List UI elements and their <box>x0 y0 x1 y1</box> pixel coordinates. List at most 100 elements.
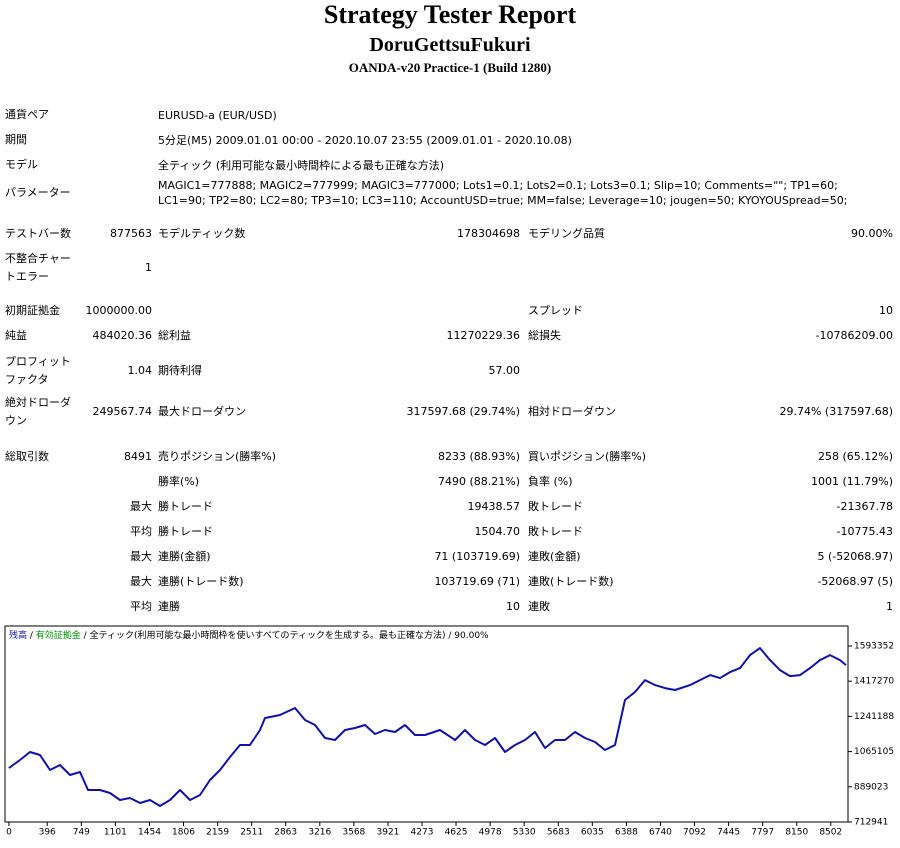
x-tick-label: 6740 <box>649 828 672 838</box>
setting-value: 全ティック (利用可能な最小時間枠による最も正確な方法) <box>158 158 445 172</box>
stat-value: 1504.70 <box>474 525 521 538</box>
x-tick-label: 6035 <box>581 828 604 838</box>
stat-value: 249567.74 <box>92 405 153 418</box>
stat-value: 90.00% <box>851 227 893 240</box>
balance-chart: 残高 / 有効証拠金 / 全ティック(利用可能な最小時間枠を使いすべてのティック… <box>4 625 894 838</box>
balance-line <box>8 647 847 807</box>
y-tick-label: 889023 <box>854 782 888 792</box>
stat-label: 最大ドローダウン <box>158 405 246 418</box>
stats-row: テストバー数 877563 モデルティック数 178304698 モデリング品質 90.0… <box>0 225 900 243</box>
stat-value: -52068.97 (5) <box>817 575 893 588</box>
stat-label: 勝トレード <box>158 525 213 538</box>
stat-label: 総利益 <box>158 329 191 342</box>
stats-row: 平均 勝トレード 1504.70 敗トレード -10775.43 <box>0 523 900 541</box>
stats-row: 純益 484020.36 総利益 11270229.36 総損失 -10786209.00 <box>0 327 900 345</box>
x-tick-label: 3216 <box>308 828 331 838</box>
stat-value: -21367.78 <box>836 500 893 513</box>
stat-value: -10775.43 <box>836 525 893 538</box>
stat-value: 7490 (88.21%) <box>437 475 520 488</box>
stat-value: 8491 <box>124 450 152 463</box>
stat-value: 平均 <box>130 600 152 613</box>
stats-row: 平均 連勝 10 連敗 1 <box>0 598 900 616</box>
x-tick-label: 5330 <box>513 828 536 838</box>
stat-label: 期待利得 <box>158 364 202 377</box>
stat-label: スプレッド <box>528 304 583 317</box>
stat-label: 不整合チャートエラー <box>5 252 71 283</box>
stats-row: 勝率(%) 7490 (88.21%) 負率 (%) 1001 (11.79%) <box>0 473 900 491</box>
legend-model: 全ティック(利用可能な最小時間枠を使いすべてのティックを生成する。最も正確な方法… <box>90 629 446 641</box>
x-tick-label: 7797 <box>751 828 774 838</box>
legend-balance: 残高 <box>9 629 27 641</box>
stat-label: 敗トレード <box>528 525 583 538</box>
settings-row: 期間 5分足(M5) 2009.01.01 00:00 - 2020.10.07 … <box>0 131 900 149</box>
stats-row: 最大 勝トレード 19438.57 敗トレード -21367.78 <box>0 498 900 516</box>
stats-row: 不整合チャートエラー 1 <box>0 249 900 287</box>
x-tick-label: 7445 <box>717 828 740 838</box>
stat-label: 連勝(金額) <box>158 550 211 563</box>
stat-value: 1.04 <box>127 364 153 377</box>
x-tick-label: 6388 <box>615 828 638 838</box>
stat-value: 10 <box>506 600 520 613</box>
stat-label: 売りポジション(勝率%) <box>158 450 277 463</box>
setting-label: 通貨ペア <box>5 108 49 121</box>
stat-value: 71 (103719.69) <box>434 550 520 563</box>
report-subtitle: DoruGettsuFukuri <box>369 34 531 56</box>
stat-label: 総取引数 <box>5 450 49 463</box>
stat-label: 純益 <box>5 329 27 342</box>
stat-value: 8233 (88.93%) <box>437 450 520 463</box>
x-tick-label: 1101 <box>104 828 127 838</box>
x-tick-label: 4625 <box>445 828 468 838</box>
stat-label: 敗トレード <box>528 500 583 513</box>
legend-equity: 有効証拠金 <box>36 629 81 641</box>
stat-label: テストバー数 <box>5 227 71 240</box>
x-tick-label: 8502 <box>819 828 842 838</box>
stat-value: 29.74% (317597.68) <box>779 405 893 418</box>
stats-row: 最大 連勝(トレード数) 103719.69 (71) 連敗(トレード数) -52068… <box>0 573 900 591</box>
x-tick-label: 2863 <box>274 828 297 838</box>
setting-value: EURUSD-a (EUR/USD) <box>158 108 277 122</box>
stat-value: 最大 <box>130 575 152 588</box>
setting-label: 期間 <box>5 133 27 146</box>
x-tick-label: 2159 <box>206 828 229 838</box>
setting-label: パラメーター <box>5 186 71 199</box>
y-tick-label: 1593352 <box>854 641 894 651</box>
stat-value: 103719.69 (71) <box>434 575 520 588</box>
x-tick-label: 4273 <box>411 828 434 838</box>
stats-row: 総取引数 8491 売りポジション(勝率%) 8233 (88.93%) 買いポジション… <box>0 448 900 466</box>
x-tick-label: 0 <box>6 828 12 838</box>
server-label: OANDA-v20 Practice-1 (Build 1280) <box>348 60 552 75</box>
y-tick-label: 712941 <box>854 818 888 828</box>
setting-value: MAGIC1=777888; MAGIC2=777999; MAGIC3=777… <box>158 179 848 207</box>
stats-row: 最大 連勝(金額) 71 (103719.69) 連敗(金額) 5 (-52068.97… <box>0 548 900 566</box>
stat-value: 11270229.36 <box>446 329 520 342</box>
stat-value: 877563 <box>110 227 152 240</box>
y-tick-label: 1241188 <box>854 712 894 722</box>
x-tick-label: 3921 <box>377 828 400 838</box>
x-tick-label: 396 <box>39 828 56 838</box>
x-tick-label: 4978 <box>479 828 502 838</box>
stat-value: 10 <box>879 304 893 317</box>
stats-row: プロフィットファクタ 1.04 期待利得 57.00 <box>0 352 900 390</box>
stats-row: 初期証拠金 1000000.00 スプレッド 10 <box>0 302 900 320</box>
stat-value: 平均 <box>130 525 152 538</box>
stat-label: 初期証拠金 <box>5 304 60 317</box>
stat-label: モデルティック数 <box>158 227 246 240</box>
stat-label: 絶対ドローダウン <box>5 396 71 427</box>
x-tick-label: 2511 <box>240 828 263 838</box>
stat-value: 178304698 <box>457 227 520 240</box>
stat-value: 258 (65.12%) <box>817 450 893 463</box>
x-tick-label: 7092 <box>683 828 706 838</box>
stat-label: 総損失 <box>528 329 561 342</box>
setting-value: 5分足(M5) 2009.01.01 00:00 - 2020.10.07 23… <box>158 133 572 147</box>
stat-label: 連勝(トレード数) <box>158 575 244 588</box>
stat-value: 5 (-52068.97) <box>817 550 893 563</box>
stat-value: 1 <box>886 600 893 613</box>
stat-value: 最大 <box>130 500 152 513</box>
y-tick-label: 1417270 <box>854 677 894 687</box>
stat-value: 317597.68 (29.74%) <box>406 405 520 418</box>
stat-label: 勝率(%) <box>158 475 200 488</box>
stat-label: 相対ドローダウン <box>528 405 616 418</box>
settings-row: パラメーター MAGIC1=777888; MAGIC2=777999; MAGI… <box>0 178 900 208</box>
report-title: Strategy Tester Report <box>323 0 577 29</box>
